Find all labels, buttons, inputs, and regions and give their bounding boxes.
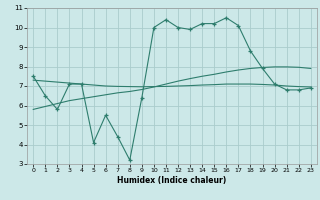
X-axis label: Humidex (Indice chaleur): Humidex (Indice chaleur) xyxy=(117,176,227,185)
